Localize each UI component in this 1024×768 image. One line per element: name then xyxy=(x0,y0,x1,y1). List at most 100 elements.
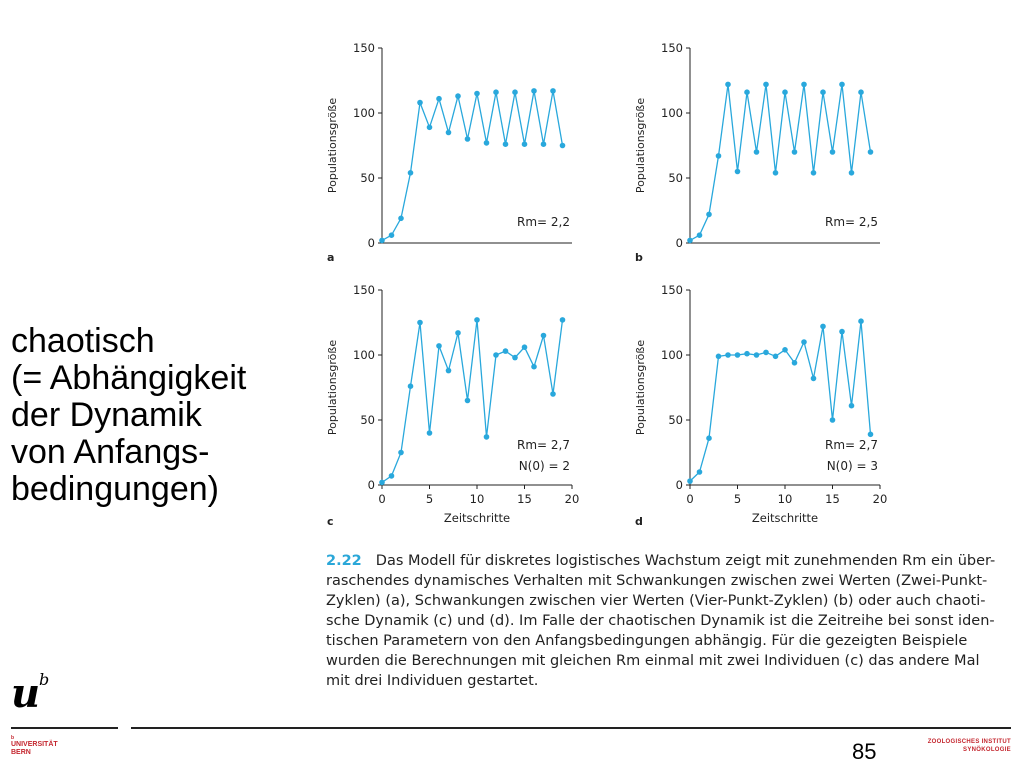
data-point xyxy=(744,350,750,357)
panel-label: a xyxy=(327,251,334,264)
data-point xyxy=(550,88,556,94)
chart-svg: 0 50 100 150 0 5 10 15 20 Populationsgröße Zeitsch… xyxy=(326,283,579,528)
side-text-line: bedingungen) xyxy=(11,470,219,508)
data-point xyxy=(829,149,836,155)
y-tick-label: 150 xyxy=(353,283,375,297)
data-point xyxy=(791,149,798,155)
university-city: BERN xyxy=(11,749,31,756)
x-axis-label: Zeitschritte xyxy=(444,511,510,525)
data-point xyxy=(706,211,712,218)
data-point xyxy=(696,469,703,475)
x-tick-label: 0 xyxy=(686,492,693,506)
data-point xyxy=(407,383,414,389)
y-tick-label: 0 xyxy=(368,478,375,492)
data-point xyxy=(464,397,471,404)
y-tick-label: 0 xyxy=(676,478,683,492)
data-point xyxy=(502,348,509,354)
data-point xyxy=(502,141,509,147)
x-tick-label: 10 xyxy=(470,492,485,506)
data-point xyxy=(706,435,712,441)
data-point xyxy=(772,353,779,360)
data-point xyxy=(436,343,442,349)
y-tick-label: 0 xyxy=(368,236,375,250)
panel-label: b xyxy=(635,251,643,264)
chart-panel-d: 0 50 100 150 0 5 10 15 20 Populationsgröße Zeitsch… xyxy=(628,280,918,530)
data-point xyxy=(540,332,547,339)
data-point xyxy=(687,478,693,484)
side-text-line: der Dynamik xyxy=(11,396,202,434)
data-point xyxy=(782,89,788,95)
data-point xyxy=(559,317,566,323)
chart-annotation: N(0) = 2 xyxy=(519,459,570,473)
y-tick-label: 150 xyxy=(661,283,683,297)
data-point xyxy=(820,323,826,330)
x-tick-label: 15 xyxy=(825,492,840,506)
data-point xyxy=(398,215,404,222)
chart-svg: 0 50 100 150 Populationsgröße a Rm= 2,2 xyxy=(326,41,572,264)
data-point xyxy=(791,360,798,366)
data-point xyxy=(512,354,518,361)
side-text: chaotisch (= Abhängigkeit der Dynamik vo… xyxy=(11,323,246,508)
data-point xyxy=(687,237,693,244)
data-point xyxy=(848,170,855,176)
data-point xyxy=(455,93,461,99)
x-tick-label: 5 xyxy=(734,492,741,506)
data-point xyxy=(493,352,499,358)
y-axis-label: Populationsgröße xyxy=(634,340,647,435)
data-point xyxy=(379,237,385,244)
y-tick-label: 50 xyxy=(668,171,683,185)
panel-label: c xyxy=(327,515,334,528)
y-tick-label: 150 xyxy=(661,41,683,55)
data-point xyxy=(715,353,722,360)
y-tick-label: 100 xyxy=(353,106,375,120)
institute-line-2: SYNÖKOLOGIE xyxy=(963,747,1011,753)
institute-name: ZOOLOGISCHES INSTITUT SYNÖKOLOGIE xyxy=(905,738,1011,754)
side-text-line: von Anfangs- xyxy=(11,433,210,471)
caption-line: 2.22 Das Modell für diskretes logistische… xyxy=(326,551,1018,571)
university-logo-u: u xyxy=(11,670,41,717)
data-point xyxy=(388,232,395,238)
data-point xyxy=(417,319,423,326)
data-point xyxy=(445,129,452,136)
data-point xyxy=(734,352,741,358)
x-tick-label: 15 xyxy=(517,492,532,506)
data-point xyxy=(388,473,395,479)
data-point xyxy=(512,89,518,95)
y-tick-label: 50 xyxy=(668,413,683,427)
y-tick-label: 0 xyxy=(676,236,683,250)
chart-panel-c: 0 50 100 150 0 5 10 15 20 Populationsgröße Zeitsch… xyxy=(320,280,610,530)
data-point xyxy=(436,95,442,102)
data-point xyxy=(696,232,703,238)
x-axis-label: Zeitschritte xyxy=(752,511,818,525)
series-line xyxy=(381,90,564,241)
data-point xyxy=(753,149,760,155)
y-axis-label: Populationsgröße xyxy=(326,98,339,193)
figure-caption: 2.22 Das Modell für diskretes logistische… xyxy=(326,551,1018,691)
data-point xyxy=(407,170,414,176)
y-tick-label: 50 xyxy=(360,171,375,185)
data-point xyxy=(398,449,404,456)
chart-panel-a: 0 50 100 150 Populationsgröße a Rm= 2,2 xyxy=(320,38,610,288)
data-point xyxy=(531,363,537,370)
caption-text: Zyklen) (a), Schwankungen zwischen vier … xyxy=(326,593,986,609)
data-point xyxy=(464,136,471,142)
data-point xyxy=(483,434,490,440)
data-point xyxy=(474,90,480,97)
data-point xyxy=(763,81,769,88)
data-point xyxy=(426,430,433,436)
data-point xyxy=(734,168,741,175)
data-point xyxy=(559,142,566,149)
chart-annotation: Rm= 2,5 xyxy=(825,215,878,229)
caption-text: Das Modell für diskretes logistisches Wa… xyxy=(375,553,996,569)
university-logo-b: b xyxy=(39,670,50,689)
caption-text: sche Dynamik (c) und (d). Im Falle der c… xyxy=(326,613,995,629)
data-point xyxy=(531,88,537,94)
data-point xyxy=(744,89,750,95)
data-point xyxy=(521,344,528,350)
data-point xyxy=(474,317,480,323)
data-point xyxy=(550,391,556,397)
x-tick-label: 0 xyxy=(378,492,385,506)
chart-annotation: Rm= 2,7 xyxy=(517,438,570,452)
data-point xyxy=(810,375,817,382)
chart-panel-b: 0 50 100 150 Populationsgröße b Rm= 2,5 xyxy=(628,38,918,288)
